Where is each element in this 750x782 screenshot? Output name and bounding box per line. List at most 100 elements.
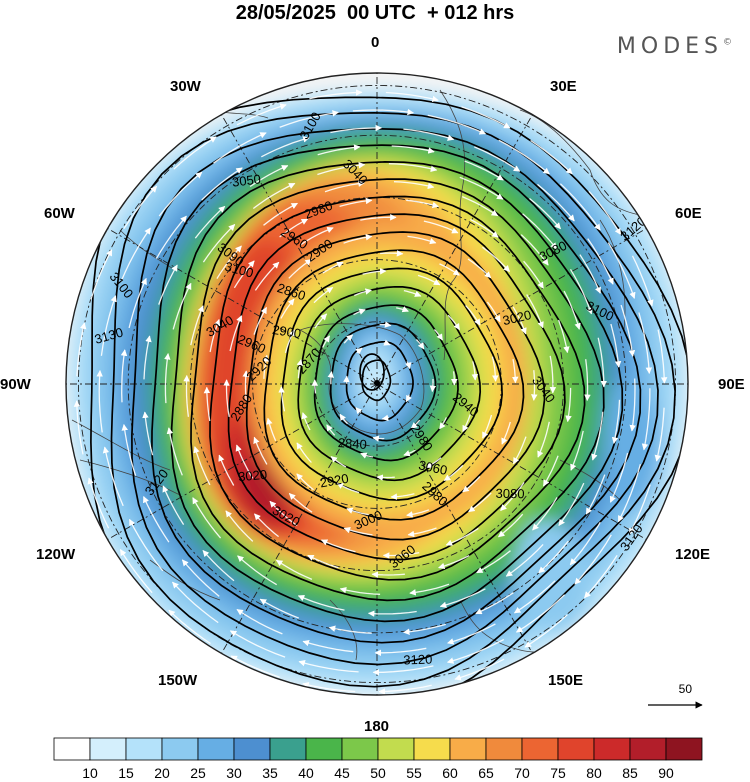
streamline-arrow bbox=[512, 358, 519, 384]
streamline-arrow bbox=[433, 329, 443, 341]
streamline-arrow bbox=[102, 446, 124, 507]
streamline-arrow bbox=[123, 185, 158, 230]
contour-label: 3020 bbox=[238, 467, 268, 484]
streamline-arrow bbox=[229, 630, 286, 658]
streamline-arrow bbox=[362, 268, 387, 275]
lon-label-150w: 150W bbox=[158, 672, 198, 689]
streamline-arrow bbox=[96, 370, 103, 433]
streamline-arrow bbox=[498, 139, 550, 175]
streamline-arrow bbox=[403, 289, 422, 297]
brand-text: MODES bbox=[616, 34, 723, 59]
streamline-arrow bbox=[464, 160, 504, 181]
colorbar-swatch bbox=[89, 737, 127, 761]
streamline-arrow bbox=[216, 245, 242, 279]
streamline-arrow bbox=[443, 464, 464, 482]
streamline-arrow bbox=[120, 349, 128, 403]
latitude-circle bbox=[127, 134, 627, 634]
streamline-arrow bbox=[482, 414, 493, 439]
streamline-arrow bbox=[90, 249, 113, 300]
colorbar-swatch bbox=[125, 737, 163, 761]
streamline-arrow bbox=[339, 413, 348, 425]
map-title: 28/05/2025 00 UTC + 012 hrs bbox=[235, 2, 515, 24]
streamline-arrow bbox=[557, 319, 570, 354]
streamline-arrow bbox=[465, 305, 481, 326]
streamline-arrow bbox=[353, 308, 366, 316]
streamline-arrow bbox=[284, 329, 295, 354]
contour-line bbox=[190, 178, 605, 602]
streamline-arrow bbox=[620, 304, 636, 357]
streamline-arrow bbox=[407, 235, 437, 245]
streamline-arrow bbox=[406, 199, 439, 209]
streamline-arrow bbox=[330, 456, 347, 468]
streamline-arrow bbox=[202, 224, 236, 263]
streamline-arrow bbox=[486, 301, 501, 323]
streamline-arrow bbox=[339, 197, 373, 208]
colorbar-swatch bbox=[413, 737, 451, 761]
streamline-arrow bbox=[275, 559, 313, 580]
streamline-arrow bbox=[280, 298, 295, 319]
streamline-arrow bbox=[229, 315, 243, 352]
streamline-arrow bbox=[343, 527, 373, 536]
streamline-arrow bbox=[585, 474, 606, 515]
streamline-arrow bbox=[462, 414, 471, 433]
streamline-arrow bbox=[523, 260, 544, 289]
streamline-arrow bbox=[454, 658, 505, 681]
streamline-arrow bbox=[403, 623, 446, 635]
colorbar-tick-label: 70 bbox=[514, 765, 530, 781]
streamline-arrow bbox=[558, 482, 585, 527]
streamline-arrow bbox=[447, 314, 461, 331]
streamline-arrow bbox=[579, 254, 601, 294]
colorbar-tick-label: 45 bbox=[334, 765, 350, 781]
streamline-arrow bbox=[301, 412, 311, 431]
streamline-arrow bbox=[403, 128, 455, 141]
streamline-arrow bbox=[279, 110, 339, 128]
streamline-arrow bbox=[538, 540, 569, 574]
streamline-arrow bbox=[155, 215, 187, 259]
streamline-arrow bbox=[445, 527, 479, 546]
streamline-arrow bbox=[121, 423, 137, 476]
streamline-arrow bbox=[438, 555, 470, 570]
streamline-arrow bbox=[311, 379, 319, 394]
streamline-arrow bbox=[607, 242, 636, 299]
colorbar-tick-label: 80 bbox=[586, 765, 602, 781]
streamline-arrow bbox=[253, 306, 268, 335]
streamline-arrow bbox=[158, 264, 178, 305]
streamline-arrow bbox=[296, 473, 314, 491]
contour-line bbox=[361, 359, 392, 402]
streamline-arrow bbox=[570, 430, 584, 471]
colorbar-swatch bbox=[593, 737, 631, 761]
streamline-arrow bbox=[172, 282, 192, 330]
streamline-arrow bbox=[471, 361, 479, 381]
streamline-arrow bbox=[427, 114, 486, 135]
streamline-arrow bbox=[461, 196, 499, 217]
streamline-arrow bbox=[524, 614, 568, 648]
streamline-arrow bbox=[372, 435, 385, 442]
streamline-arrow bbox=[339, 586, 381, 595]
streamline-arrow bbox=[288, 493, 313, 513]
streamline-arrow bbox=[462, 476, 481, 493]
streamline-arrow bbox=[307, 554, 339, 569]
streamline-arrow bbox=[309, 89, 363, 100]
colorbar-tick-label: 40 bbox=[298, 765, 314, 781]
streamline-arrow bbox=[378, 684, 432, 695]
streamline-arrow bbox=[629, 378, 636, 432]
streamline-arrow bbox=[530, 139, 573, 175]
streamline-arrow bbox=[213, 132, 267, 164]
streamline-arrow bbox=[476, 550, 511, 574]
meridian-line bbox=[376, 114, 533, 385]
lon-label-0: 0 bbox=[371, 34, 380, 51]
colorbar-swatch bbox=[53, 737, 91, 761]
streamline-arrow bbox=[657, 329, 668, 384]
streamline-arrow bbox=[367, 610, 417, 617]
streamline-arrow bbox=[360, 214, 397, 221]
streamline-arrow bbox=[87, 477, 110, 529]
streamline-arrow bbox=[360, 452, 374, 459]
streamline-arrow bbox=[193, 446, 211, 486]
streamline-arrow bbox=[302, 681, 356, 693]
streamline-arrow bbox=[209, 318, 221, 353]
streamline-arrow bbox=[549, 355, 557, 394]
streamline-arrow bbox=[194, 205, 226, 239]
streamline-arrow bbox=[317, 144, 361, 156]
streamline-arrow bbox=[374, 647, 427, 657]
